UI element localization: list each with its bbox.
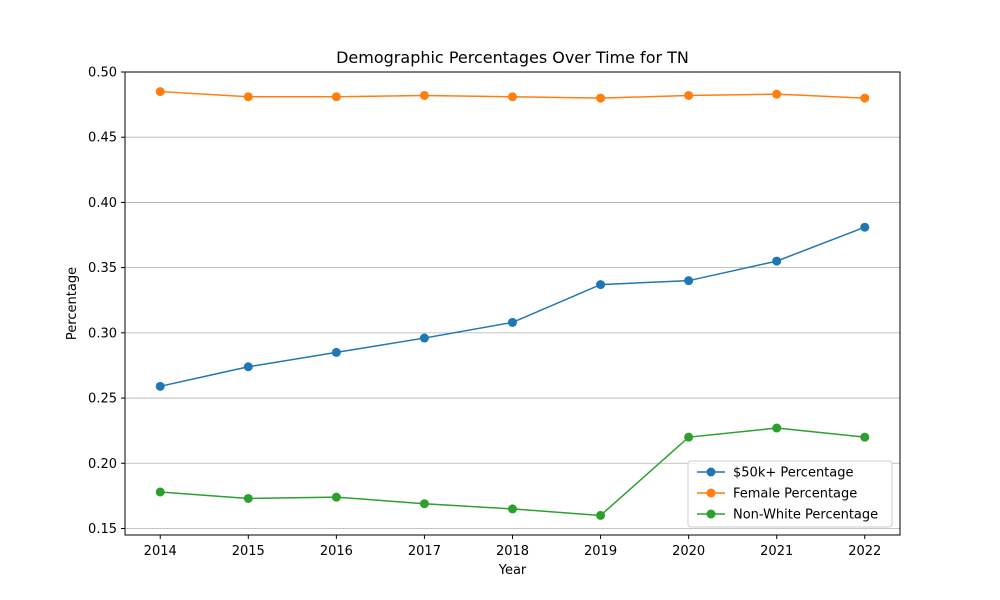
data-point: [772, 256, 782, 266]
data-point: [155, 381, 165, 391]
legend-label: Non-White Percentage: [733, 508, 878, 523]
x-tick-label: 2019: [584, 544, 617, 559]
data-point: [419, 90, 429, 100]
y-tick-label: 0.25: [88, 392, 117, 407]
data-point: [155, 487, 165, 497]
legend-box: [687, 460, 893, 528]
y-axis-label: Percentage: [65, 267, 80, 340]
data-point: [508, 317, 517, 327]
data-point: [243, 362, 253, 372]
x-tick-label: 2017: [408, 544, 441, 559]
x-tick-label: 2016: [320, 544, 353, 559]
legend-marker: [706, 467, 716, 477]
y-tick-label: 0.30: [88, 326, 117, 341]
legend-marker: [706, 488, 716, 498]
data-point: [860, 93, 870, 103]
chart-title: Demographic Percentages Over Time for TN: [336, 48, 689, 67]
data-point: [860, 432, 870, 442]
legend: $50k+ Percentage Female Percentage Non-Whi…: [687, 460, 893, 528]
y-tick-label: 0.50: [88, 66, 117, 81]
y-tick-label: 0.15: [88, 522, 117, 537]
x-tick-label: 2020: [672, 544, 705, 559]
data-point: [772, 89, 782, 99]
y-tick-label: 0.40: [88, 196, 117, 211]
y-tick-label: 0.20: [88, 457, 117, 472]
data-point: [684, 432, 694, 442]
data-point: [331, 92, 341, 102]
x-axis-label: Year: [498, 563, 527, 578]
ticks-layer: 0.15 0.20 0.25 0.30 0.35 0.40 0.45 0.50 2014 2015…: [88, 66, 881, 560]
x-tick-label: 2022: [848, 544, 881, 559]
data-point: [684, 90, 694, 100]
data-point: [331, 492, 341, 502]
data-point: [155, 87, 165, 97]
data-point: [596, 280, 606, 290]
y-tick-label: 0.35: [88, 261, 117, 276]
legend-label: $50k+ Percentage: [733, 466, 854, 481]
x-tick-label: 2021: [760, 544, 793, 559]
data-point: [243, 92, 253, 102]
legend-label: Female Percentage: [733, 487, 857, 502]
x-tick-label: 2018: [496, 544, 529, 559]
data-point: [508, 92, 517, 102]
data-point: [596, 510, 606, 520]
data-point: [419, 499, 429, 509]
x-tick-label: 2014: [144, 544, 177, 559]
series-layer: [155, 87, 870, 520]
data-point: [508, 504, 517, 514]
data-point: [596, 93, 606, 103]
y-tick-label: 0.45: [88, 131, 117, 146]
data-point: [419, 333, 429, 343]
data-point: [243, 493, 253, 503]
data-point: [331, 347, 341, 357]
x-tick-label: 2015: [232, 544, 265, 559]
data-point: [860, 222, 870, 232]
data-point: [684, 276, 694, 286]
legend-marker: [706, 509, 716, 519]
data-point: [772, 423, 782, 433]
